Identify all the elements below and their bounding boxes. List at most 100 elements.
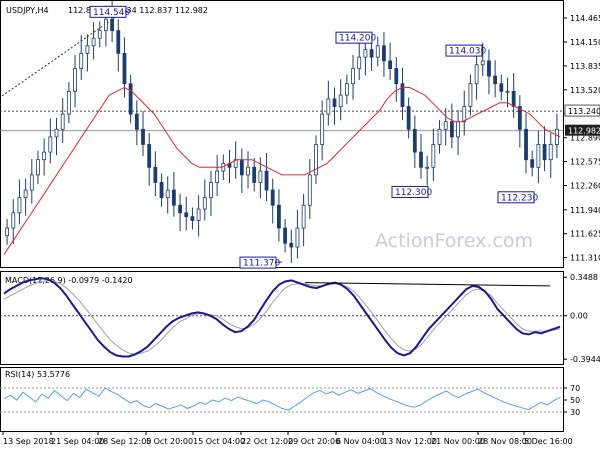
x-tick-label: 6 Nov 04:00 (336, 437, 385, 446)
price-tick-label: 112.260 (570, 182, 600, 191)
price-tick-label: 113.520 (570, 86, 600, 95)
rsi-line (4, 388, 560, 410)
candle-body (333, 99, 336, 107)
candle-body (345, 84, 348, 95)
candle-body (148, 144, 151, 167)
candle-body (314, 144, 317, 174)
candle-body (49, 137, 52, 152)
candle-body (500, 84, 503, 92)
candle-body (86, 46, 89, 54)
candle-body (253, 167, 256, 182)
x-tick-label: 21 Nov 00:00 (431, 437, 485, 446)
macd-tick-label: -0.3944 (570, 355, 600, 364)
candle-body (277, 205, 280, 228)
candle-body (6, 228, 9, 236)
rsi-tick-label: 50 (570, 396, 580, 405)
current-price-tag-label: 112.982 (568, 127, 600, 136)
candle-body (209, 182, 212, 197)
candle-body (543, 144, 546, 159)
candle-body (135, 114, 138, 129)
candle-body (240, 160, 243, 175)
symbol-label: USDJPY,H4 (6, 6, 49, 15)
macd-tick-label: 0.00 (570, 312, 588, 321)
candle-body (129, 84, 132, 114)
trend-line (2, 14, 120, 96)
candle-body (506, 91, 509, 92)
macd-signal-line (4, 280, 560, 354)
candle-body (247, 167, 250, 175)
candle-body (216, 171, 219, 182)
candle-body (308, 175, 311, 205)
candle-body (426, 167, 429, 168)
macd-label: MACD(12,26,9) -0.0979 -0.1420 (5, 276, 133, 285)
candle-body (197, 209, 200, 220)
candle-body (537, 144, 540, 167)
candle-body (284, 228, 287, 243)
annotation-label: 112.230 (501, 193, 538, 203)
candle-body (290, 243, 293, 247)
candle-body (123, 53, 126, 83)
x-tick-label: 5 Oct 20:00 (146, 437, 193, 446)
candle-body (302, 205, 305, 228)
candle-body (104, 19, 107, 30)
candle-body (185, 213, 188, 217)
macd-tick-label: 0.3488 (570, 273, 598, 282)
macd-y-ticks: 0.3488 0.00 -0.3944 (0, 273, 600, 364)
price-y-ticks: 114.465114.150113.835113.520113.205112.8… (563, 14, 600, 263)
x-tick-label: 22 Oct 12:00 (241, 437, 293, 446)
x-tick-label: 15 Oct 04:00 (193, 437, 245, 446)
candle-body (67, 91, 70, 114)
candle-body (18, 198, 21, 213)
annotation-label: 114.200 (339, 34, 376, 44)
candle-body (339, 95, 342, 106)
candle-body (481, 61, 484, 65)
candle-body (80, 53, 83, 68)
candle-body (555, 129, 558, 144)
candle-body (382, 46, 385, 61)
candle-body (271, 190, 274, 205)
price-tick-label: 111.310 (570, 254, 600, 263)
candle-body (74, 69, 77, 92)
price-tick-label: 111.940 (570, 206, 600, 215)
price-tick-label: 114.150 (570, 38, 600, 47)
candle-body (30, 175, 33, 190)
x-tick-label: 29 Oct 20:00 (288, 437, 340, 446)
candle-body (296, 228, 299, 247)
x-tick-label: 13 Sep 2018 (3, 437, 54, 446)
candle-body (531, 160, 534, 168)
candle-body (24, 190, 27, 198)
candle-body (420, 152, 423, 167)
candle-body (438, 129, 441, 144)
candle-body (512, 91, 515, 106)
rsi-y-ticks: 705030 (0, 384, 580, 417)
candle-body (259, 171, 262, 182)
annotation-label: 111.370 (243, 259, 280, 269)
candle-body (172, 190, 175, 205)
candle-body (12, 213, 15, 228)
price-tick-label: 113.835 (570, 62, 600, 71)
candles (6, 1, 559, 263)
candle-body (469, 84, 472, 107)
annotation-label: 114.030 (449, 47, 486, 57)
candle-body (55, 129, 58, 137)
candle-body (160, 182, 163, 197)
candle-body (92, 38, 95, 46)
x-axis-labels: 13 Sep 201821 Sep 04:0028 Sep 12:005 Oct… (3, 432, 573, 446)
candle-body (549, 144, 552, 159)
candle-body (203, 198, 206, 209)
x-tick-label: 13 Nov 12:00 (383, 437, 437, 446)
x-tick-label: 5 Dec 16:00 (524, 437, 573, 446)
candle-body (352, 69, 355, 84)
candle-body (432, 144, 435, 167)
candle-body (395, 69, 398, 84)
candle-body (525, 129, 528, 159)
x-tick-label: 28 Sep 12:00 (98, 437, 151, 446)
candle-body (117, 31, 120, 54)
candle-body (370, 50, 373, 58)
price-tick-label: 112.575 (570, 158, 600, 167)
candle-body (444, 122, 447, 130)
candle-body (43, 152, 46, 160)
ohlc-label: 112.855 113.034 112.837 112.982 (68, 6, 208, 15)
candle-body (36, 160, 39, 175)
